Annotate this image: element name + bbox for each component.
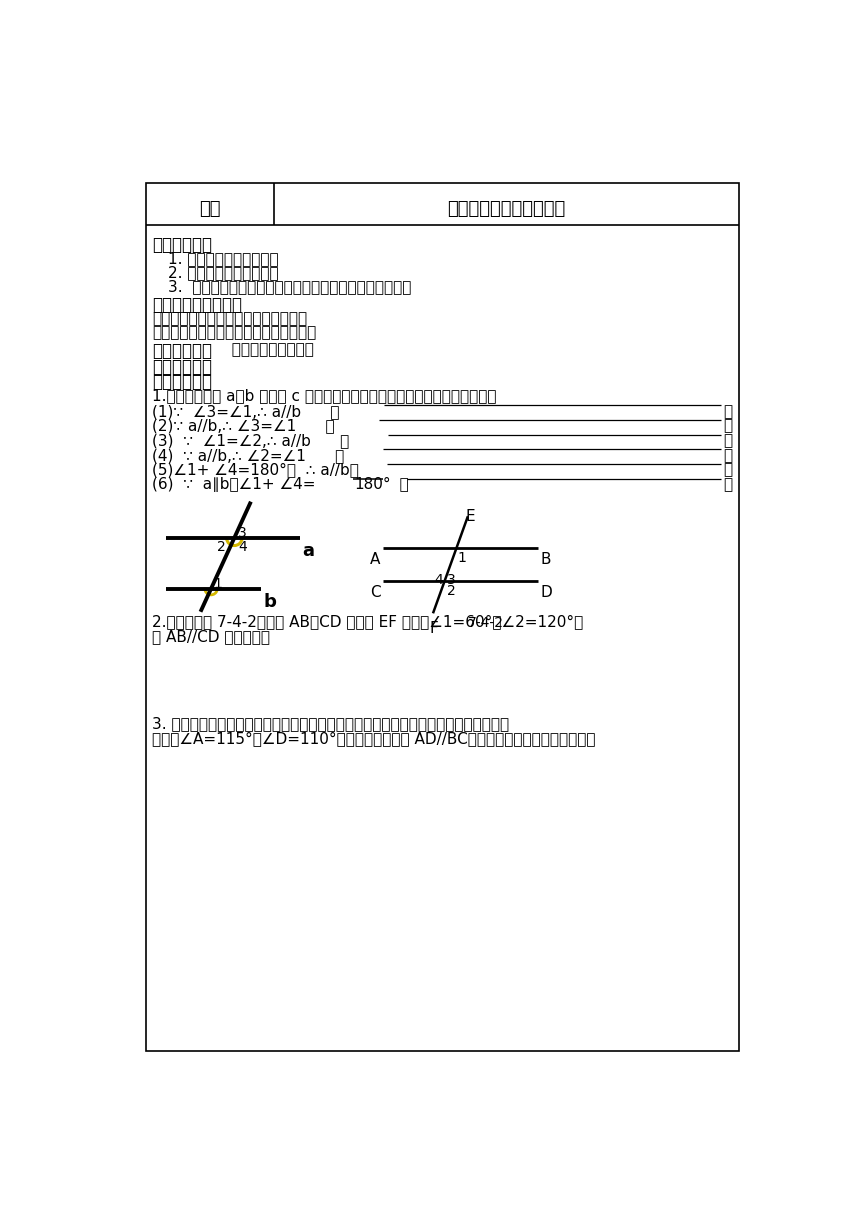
Text: 难点：平行线的判定和性质定理的应用。: 难点：平行线的判定和性质定理的应用。 [152, 326, 316, 340]
Text: 1: 1 [213, 578, 222, 591]
Text: ）: ） [723, 404, 732, 418]
Text: ）: ） [723, 447, 732, 463]
Text: 7-4-2: 7-4-2 [468, 615, 504, 630]
Text: 经量得∠A=115°，∠D=110°。已知梯形的两底 AD//BC，请你求出另外两个角的度数。: 经量得∠A=115°，∠D=110°。已知梯形的两底 AD//BC，请你求出另外… [152, 731, 596, 747]
Text: 一、设疑自探: 一、设疑自探 [152, 373, 212, 392]
Text: b: b [264, 592, 277, 610]
Text: ）: ） [723, 462, 732, 478]
Text: 【学习重点、难点】: 【学习重点、难点】 [152, 295, 243, 314]
Text: （: （ [385, 477, 408, 492]
Text: 180°: 180° [354, 477, 390, 492]
Text: ）: ） [723, 418, 732, 433]
Text: 对 AB//CD 说明理由。: 对 AB//CD 说明理由。 [152, 629, 270, 643]
Text: B: B [541, 552, 551, 567]
Text: 2. 掌握平行线的性质定理: 2. 掌握平行线的性质定理 [168, 265, 279, 280]
Text: F: F [429, 621, 438, 636]
Text: 3.  灵活利用平行线的判断方法和性质定理解决有关问题。: 3. 灵活利用平行线的判断方法和性质定理解决有关问题。 [168, 280, 411, 294]
Text: (1)∵  ∠3=∠1,∴ a//b      （: (1)∵ ∠3=∠1,∴ a//b （ [152, 404, 340, 418]
Text: a: a [303, 541, 315, 559]
Text: 3: 3 [447, 573, 456, 587]
Text: 3: 3 [238, 525, 247, 540]
Text: 3. 如图是举世闻名的三星堆考古中发掘出的一个梯形的残缺玉片，工作人员从玉片上已: 3. 如图是举世闻名的三星堆考古中发掘出的一个梯形的残缺玉片，工作人员从玉片上已 [152, 716, 510, 732]
Text: 课题: 课题 [200, 201, 221, 219]
Text: 【学习过程】: 【学习过程】 [152, 358, 212, 376]
Text: C: C [370, 585, 381, 599]
Text: 【教学方法】: 【教学方法】 [152, 342, 212, 360]
Text: 【学习目标】: 【学习目标】 [152, 236, 212, 254]
Text: E: E [465, 510, 476, 524]
Text: 小组合作、探讨学习: 小组合作、探讨学习 [222, 342, 314, 358]
Text: (3)  ∵  ∠1=∠2,∴ a//b      （: (3) ∵ ∠1=∠2,∴ a//b （ [152, 433, 350, 449]
Text: 4: 4 [238, 540, 247, 554]
Text: 1: 1 [458, 551, 467, 565]
Bar [146, 182, 739, 1051]
Text: 4: 4 [434, 573, 443, 587]
Text: A: A [370, 552, 381, 567]
Text: (4)  ∵ a//b,∴ ∠2=∠1      （: (4) ∵ a//b,∴ ∠2=∠1 （ [152, 447, 345, 463]
Text: ）: ） [723, 477, 732, 492]
Text: 1.如图已知直线 a、b 被直线 c 所截，在括号内为下面的推理填上适当的根据：: 1.如图已知直线 a、b 被直线 c 所截，在括号内为下面的推理填上适当的根据： [152, 388, 497, 404]
Text: D: D [541, 585, 552, 599]
Text: 1. 掌握平行线的判定方法: 1. 掌握平行线的判定方法 [168, 252, 279, 266]
Text: (2)∵ a//b,∴ ∠3=∠1      （: (2)∵ a//b,∴ ∠3=∠1 （ [152, 418, 335, 433]
Text: 重点：平行线的判定定理和性质定理。: 重点：平行线的判定定理和性质定理。 [152, 311, 308, 326]
Text: 2: 2 [218, 540, 226, 554]
Text: (6)  ∵  a∥b，∠1+ ∠4=: (6) ∵ a∥b，∠1+ ∠4= [152, 477, 321, 492]
Text: (5)∠1+ ∠4=180°，  ∴ a//b（: (5)∠1+ ∠4=180°， ∴ a//b（ [152, 462, 359, 478]
Text: 2: 2 [447, 584, 456, 598]
Text: ）: ） [723, 433, 732, 449]
Text: 2.已知：如图 7-4-2，直线 AB，CD 被直线 EF 所截，∠1=60°，∠2=120°．: 2.已知：如图 7-4-2，直线 AB，CD 被直线 EF 所截，∠1=60°，… [152, 614, 584, 629]
Text: 《平行线的判定和性质》: 《平行线的判定和性质》 [447, 201, 566, 219]
